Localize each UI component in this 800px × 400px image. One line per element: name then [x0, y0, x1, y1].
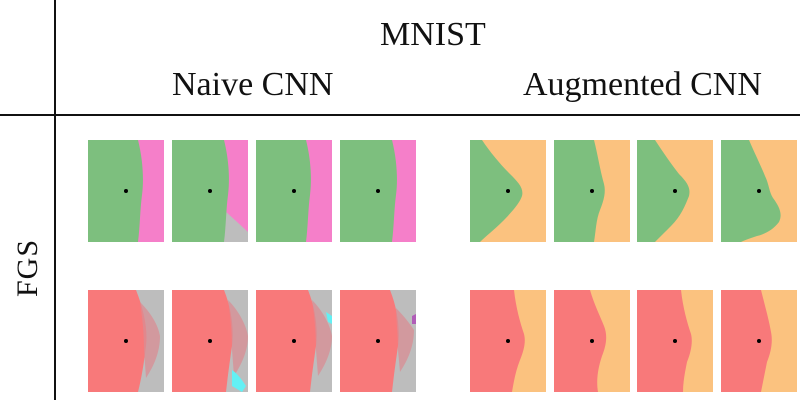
sample-point	[208, 189, 212, 193]
panel-naive-row1-3	[256, 140, 332, 242]
decision-boundary-map	[470, 290, 546, 392]
decision-boundary-map	[554, 140, 630, 242]
figure-title: MNIST	[380, 16, 486, 53]
decision-boundary-map	[637, 290, 713, 392]
sample-point	[208, 339, 212, 343]
panel-aug-row1-2	[554, 140, 630, 242]
decision-boundary-map	[256, 140, 332, 242]
panel-naive-row2-2	[172, 290, 248, 392]
sample-point	[757, 189, 761, 193]
decision-boundary-map	[721, 140, 797, 242]
decision-boundary-map	[470, 140, 546, 242]
row-label-text: FGS	[11, 238, 45, 298]
panel-naive-row1-1	[88, 140, 164, 242]
decision-boundary-map	[88, 140, 164, 242]
decision-boundary-map	[554, 290, 630, 392]
sample-point	[673, 339, 677, 343]
decision-boundary-map	[172, 290, 248, 392]
panel-naive-row2-3	[256, 290, 332, 392]
decision-boundary-map	[340, 140, 416, 242]
decision-boundary-map	[637, 140, 713, 242]
sample-point	[673, 189, 677, 193]
sample-point	[376, 189, 380, 193]
panel-aug-row2-3	[637, 290, 713, 392]
sample-point	[506, 339, 510, 343]
sample-point	[590, 189, 594, 193]
panel-naive-row2-4	[340, 290, 416, 392]
column-header-naive-cnn: Naive CNN	[172, 66, 334, 103]
decision-boundary-map	[256, 290, 332, 392]
sample-point	[124, 339, 128, 343]
column-header-augmented-cnn: Augmented CNN	[523, 66, 762, 103]
panel-aug-row1-4	[721, 140, 797, 242]
vertical-divider	[54, 0, 56, 400]
sample-point	[124, 189, 128, 193]
panel-aug-row1-1	[470, 140, 546, 242]
panel-aug-row2-1	[470, 290, 546, 392]
panel-aug-row1-3	[637, 140, 713, 242]
panel-aug-row2-4	[721, 290, 797, 392]
panel-naive-row2-1	[88, 290, 164, 392]
decision-boundary-map	[172, 140, 248, 242]
sample-point	[506, 189, 510, 193]
sample-point	[376, 339, 380, 343]
panel-naive-row1-4	[340, 140, 416, 242]
decision-boundary-map	[88, 290, 164, 392]
sample-point	[590, 339, 594, 343]
sample-point	[292, 189, 296, 193]
panel-naive-row1-2	[172, 140, 248, 242]
horizontal-divider	[0, 114, 800, 116]
row-label-fgs: FGS	[6, 228, 50, 308]
sample-point	[757, 339, 761, 343]
decision-boundary-map	[340, 290, 416, 392]
panel-aug-row2-2	[554, 290, 630, 392]
decision-boundary-map	[721, 290, 797, 392]
sample-point	[292, 339, 296, 343]
